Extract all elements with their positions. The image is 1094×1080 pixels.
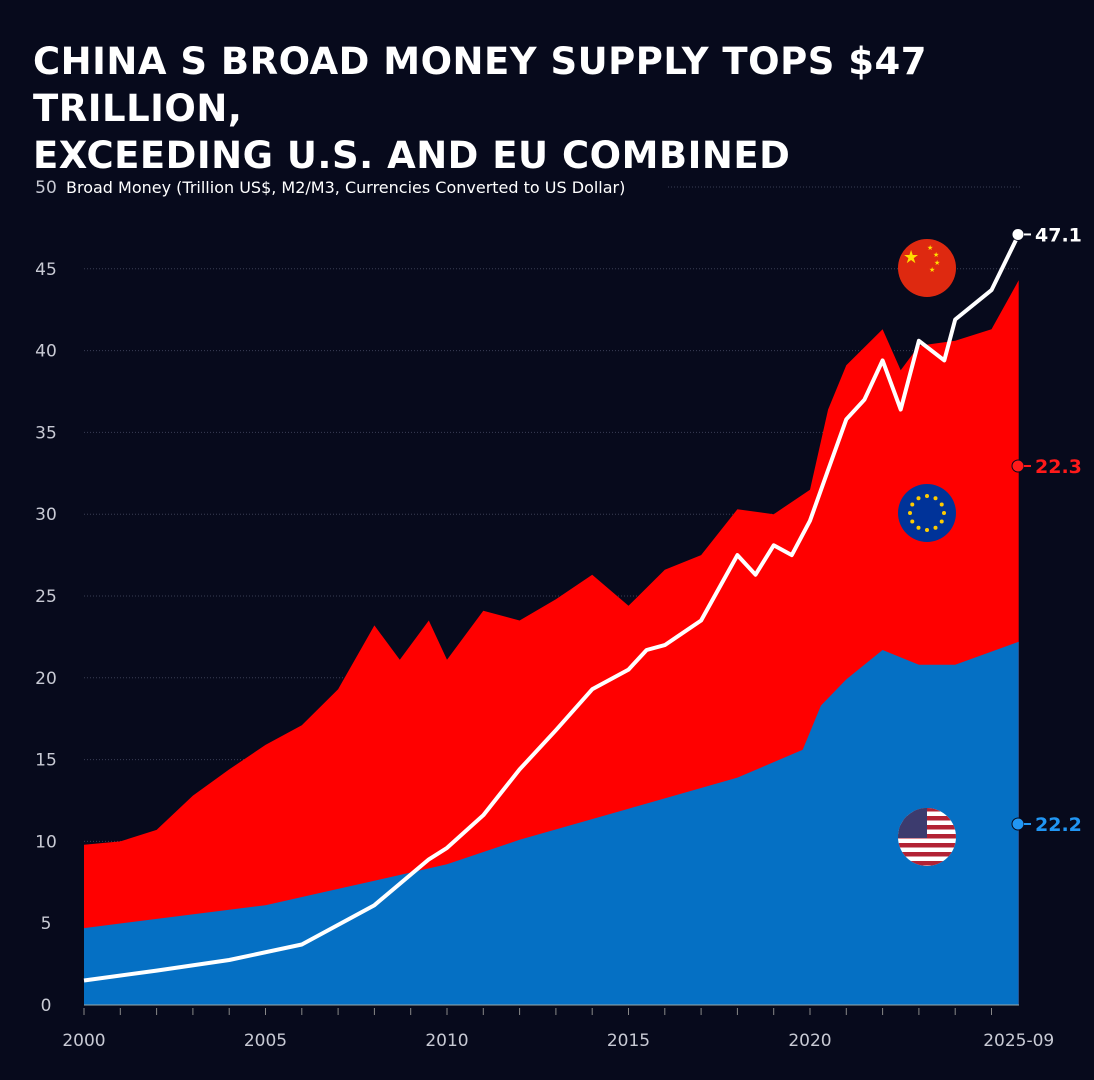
eu-marker: [1011, 459, 1025, 473]
star: [910, 519, 915, 524]
china-flag-icon: ★ ★★★★: [898, 239, 956, 297]
star: ★: [933, 251, 939, 259]
star: [942, 511, 946, 515]
star: [933, 496, 938, 501]
y-tick-label: 25: [35, 587, 57, 607]
star: [939, 519, 944, 524]
x-tick-label: 2000: [62, 1031, 105, 1051]
y-tick-label: 50: [35, 178, 57, 198]
us-area: [84, 641, 1019, 1005]
y-tick-label: 20: [35, 669, 57, 689]
us-flag-fill: [898, 808, 956, 866]
stripe: [898, 861, 956, 866]
y-tick-label: 5: [41, 914, 52, 934]
stripe: [898, 843, 956, 848]
china-flag-fill: ★ ★★★★: [898, 239, 956, 297]
us-value-label: 22.2: [1035, 814, 1082, 836]
star: [916, 496, 921, 501]
china-marker: [1011, 227, 1025, 241]
star: [925, 528, 929, 532]
eu-value-label: 22.3: [1035, 456, 1082, 478]
x-tick-label: 2010: [425, 1031, 468, 1051]
star: ★: [927, 244, 933, 252]
flag-bg: [898, 484, 956, 542]
y-tick-label: 30: [35, 505, 57, 525]
us-marker: [1011, 817, 1025, 831]
y-tick-label: 0: [41, 996, 52, 1016]
star: [939, 502, 944, 507]
star: [933, 525, 938, 530]
star: [910, 502, 915, 507]
eu-flag-fill: [898, 484, 956, 542]
star: [908, 511, 912, 515]
title-line-2: EXCEEDING U.S. AND EU COMBINED: [33, 134, 791, 177]
eu-flag-icon: [898, 484, 956, 542]
title-line-1: CHINA S BROAD MONEY SUPPLY TOPS $47 TRIL…: [33, 40, 927, 130]
star: ★: [934, 259, 940, 267]
star: ★: [903, 247, 919, 268]
y-tick-label: 35: [35, 423, 57, 443]
y-axis-label: Broad Money (Trillion US$, M2/M3, Curren…: [66, 178, 625, 197]
stripe: [898, 852, 956, 857]
y-tick-label: 10: [35, 832, 57, 852]
x-tick-label: 2020: [788, 1031, 831, 1051]
x-tick-label: 2025-09: [983, 1031, 1054, 1051]
star: [925, 494, 929, 498]
y-tick-label: 45: [35, 260, 57, 280]
y-tick-label: 40: [35, 342, 57, 362]
china-value-label: 47.1: [1035, 224, 1082, 246]
star: [916, 525, 921, 530]
flag-bg: [898, 239, 956, 297]
china-line: [83, 233, 1021, 983]
star: ★: [929, 266, 935, 274]
x-tick-label: 2015: [607, 1031, 650, 1051]
x-tick-label: 2005: [244, 1031, 287, 1051]
us-flag-icon: [898, 808, 956, 866]
chart-title: CHINA S BROAD MONEY SUPPLY TOPS $47 TRIL…: [33, 38, 1094, 179]
y-tick-label: 15: [35, 751, 57, 771]
